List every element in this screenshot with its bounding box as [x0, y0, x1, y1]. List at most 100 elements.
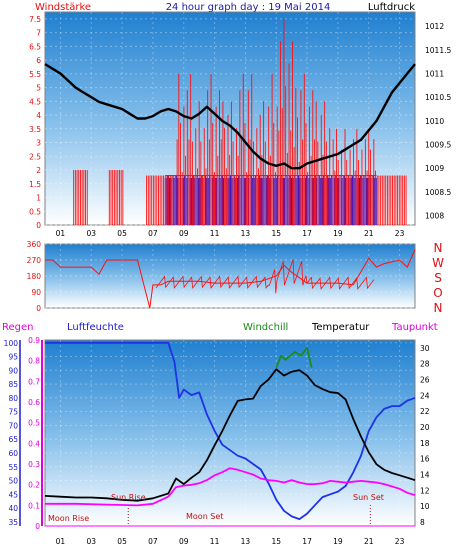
wind-direction-tick: 180 — [27, 272, 42, 281]
compass-letter: N — [434, 301, 443, 315]
wind-direction-jitter — [155, 259, 375, 294]
rain-axis: 0 0.1 0.2 0.3 0.4 0.5 0.6 0.7 0.8 0.9 — [28, 336, 40, 531]
temperature-tick: 28 — [420, 360, 430, 369]
pressure-tick: 1010 — [425, 117, 444, 126]
wind-speed-series — [73, 18, 407, 225]
wind-speed-label: Windstärke — [35, 2, 91, 13]
wind-pressure-grid — [45, 12, 415, 226]
compass-letter: N — [434, 241, 443, 255]
wind-direction-grid — [45, 243, 415, 309]
climate-grid — [19, 340, 415, 526]
pressure-tick: 1009 — [425, 164, 444, 173]
series-luftfeuchte — [45, 341, 416, 520]
humidity-tick: 75 — [8, 408, 18, 417]
temperature-label: Temperatur — [311, 322, 370, 333]
rain-tick: 0.6 — [28, 398, 40, 407]
time-tick: 07 — [148, 229, 158, 238]
wind-speed-tick: 3.5 — [29, 125, 41, 134]
wind-direction-line — [45, 249, 416, 309]
series-windchill — [275, 347, 313, 369]
wind-speed-tick: 4.5 — [29, 97, 41, 106]
time-tick: 01 — [56, 229, 66, 238]
wind-direction-series — [45, 249, 416, 309]
wind-direction-tick: 270 — [27, 256, 42, 265]
humidity-label: Luftfeuchte — [67, 322, 124, 333]
pressure-tick: 1009.5 — [425, 141, 451, 150]
sun-rise-label: Sun Rise — [111, 493, 146, 502]
temperature-tick: 26 — [420, 376, 430, 385]
temperature-tick: 20 — [420, 423, 430, 432]
humidity-tick: 70 — [8, 421, 18, 430]
rain-tick: 0.2 — [28, 481, 40, 490]
humidity-tick: 45 — [8, 490, 18, 499]
time-tick: 05 — [117, 229, 127, 238]
wind-speed-tick: 7.5 — [29, 15, 41, 24]
compass-letter: O — [433, 286, 442, 300]
wind-direction-plot-area — [44, 243, 416, 309]
wind-speed-tick: 1 — [36, 194, 41, 203]
temperature-tick: 18 — [420, 439, 430, 448]
time-tick: 17 — [302, 229, 312, 238]
time-tick: 17 — [302, 537, 312, 546]
wind-speed-tick: 6.5 — [29, 42, 41, 51]
temperature-tick: 22 — [420, 407, 430, 416]
humidity-tick: 50 — [8, 477, 18, 486]
panel1-time-axis: 01 03 05 07 09 11 13 15 17 19 21 23 — [56, 229, 405, 238]
time-tick: 15 — [271, 537, 281, 546]
time-tick: 11 — [210, 229, 220, 238]
wind-speed-tick: 1.5 — [29, 180, 41, 189]
humidity-tick: 85 — [8, 380, 18, 389]
dewpoint-label: Taupunkt — [391, 322, 438, 333]
temperature-tick: 30 — [420, 344, 430, 353]
sun-moon-events — [127, 505, 371, 526]
temperature-tick: 12 — [420, 486, 430, 495]
compass-letter: S — [434, 271, 442, 285]
time-tick: 15 — [271, 229, 281, 238]
wind-speed-tick: 0.5 — [29, 207, 41, 216]
time-tick: 23 — [395, 229, 405, 238]
time-tick: 23 — [395, 537, 405, 546]
time-tick: 21 — [364, 537, 374, 546]
humidity-tick: 80 — [8, 394, 18, 403]
pressure-tick: 1008 — [425, 212, 444, 221]
wind-speed-tick: 0 — [36, 221, 41, 230]
humidity-tick: 60 — [8, 449, 18, 458]
series-taupunkt — [45, 467, 416, 507]
windchill-label: Windchill — [243, 322, 288, 333]
panel3-time-axis: 01 03 05 07 09 11 13 15 17 19 21 23 — [56, 537, 405, 546]
time-tick: 13 — [241, 229, 251, 238]
chart-title: 24 hour graph day : 19 Mai 2014 — [166, 2, 331, 13]
wind-speed-tick: 2.5 — [29, 152, 41, 161]
wind-direction-tick: 360 — [27, 240, 42, 249]
wind-speed-tick: 4 — [36, 111, 41, 120]
time-tick: 11 — [210, 537, 220, 546]
humidity-tick: 35 — [8, 518, 18, 527]
rain-tick: 0.3 — [28, 460, 40, 469]
wind-speed-tick: 5 — [36, 84, 41, 93]
rain-tick: 0.4 — [28, 439, 40, 448]
sun-set-label: Sun Set — [353, 493, 384, 502]
time-tick: 09 — [179, 537, 189, 546]
time-tick: 03 — [86, 537, 96, 546]
temperature-tick: 10 — [420, 502, 430, 511]
time-tick: 09 — [179, 229, 189, 238]
rain-tick: 0.9 — [28, 336, 40, 345]
temperature-tick: 14 — [420, 471, 430, 480]
time-tick: 05 — [117, 537, 127, 546]
pressure-line — [44, 63, 416, 170]
wind-direction-tick: 0 — [36, 304, 41, 313]
time-tick: 19 — [333, 229, 343, 238]
moon-set-label: Moon Set — [186, 512, 223, 521]
wind-speed-tick: 5.5 — [29, 70, 41, 79]
pressure-series — [44, 63, 416, 170]
wind-direction-axis: 0 90 180 270 360 — [27, 240, 42, 313]
pressure-tick: 1011 — [425, 70, 444, 79]
time-tick: 01 — [56, 537, 66, 546]
wind-speed-tick: 6 — [36, 56, 41, 65]
pressure-tick: 1008.5 — [425, 188, 451, 197]
wind-speed-tick: 7 — [36, 29, 41, 38]
pressure-tick: 1011.5 — [425, 46, 451, 55]
time-tick: 03 — [86, 229, 96, 238]
humidity-axis: 35 40 45 50 55 60 65 70 75 80 85 90 95 100 — [4, 339, 19, 527]
